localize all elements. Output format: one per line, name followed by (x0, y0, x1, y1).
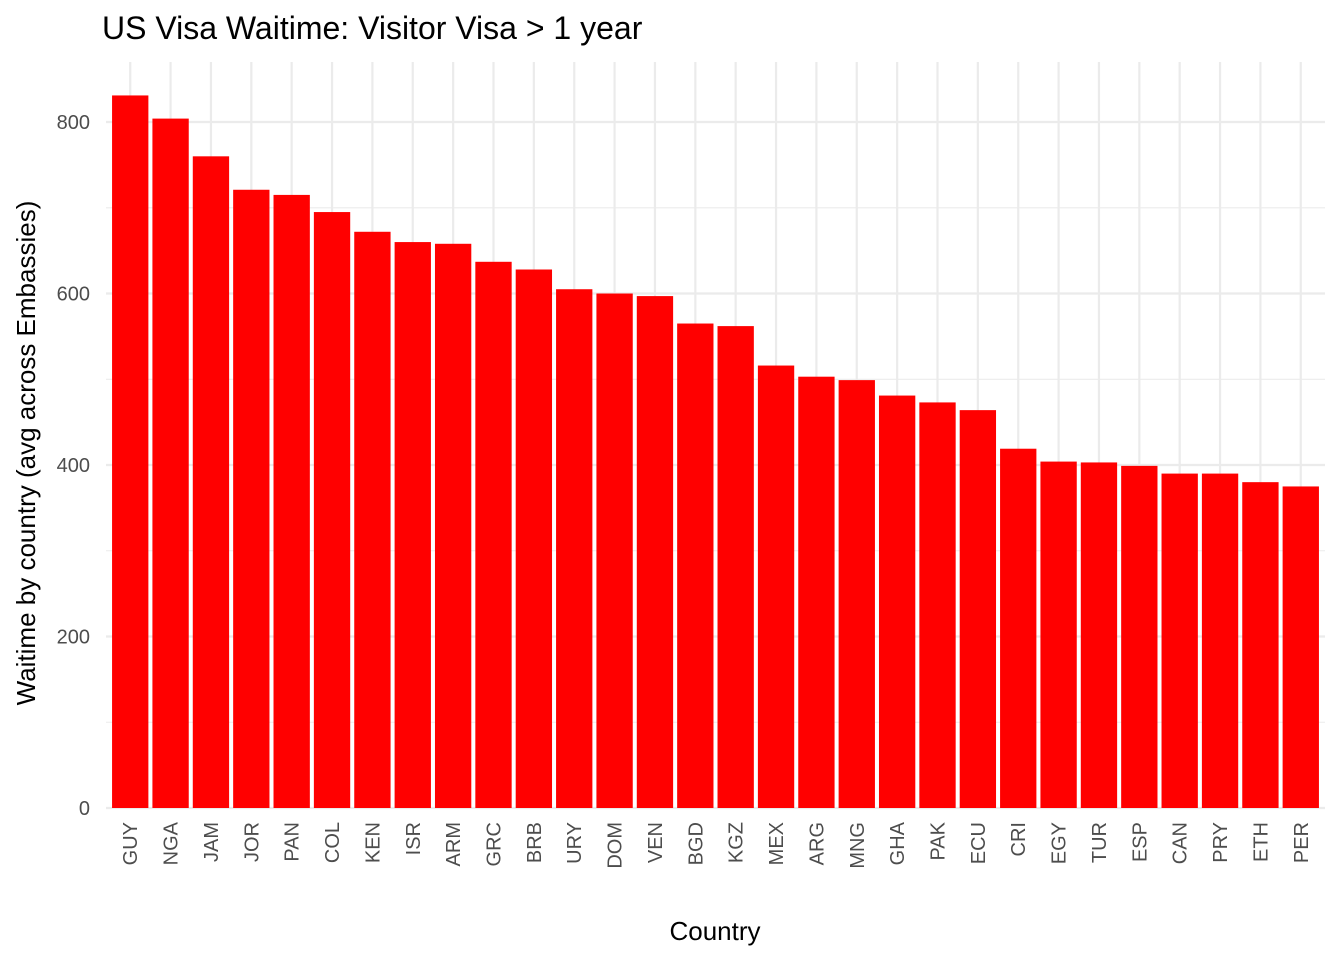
bar-isr (394, 242, 431, 808)
bar-ecu (959, 410, 997, 808)
bar-jam (192, 156, 230, 808)
chart-title: US Visa Waitime: Visitor Visa > 1 year (102, 10, 643, 46)
x-tick-label: PAN (282, 822, 304, 862)
bar-jor (233, 189, 270, 809)
x-tick-label: KGZ (726, 822, 748, 863)
bar-pan (273, 194, 310, 808)
bar-mng (838, 380, 875, 808)
x-tick-label: BRB (524, 822, 546, 863)
x-tick-label: DOM (605, 822, 627, 869)
x-tick-label: PER (1291, 822, 1313, 863)
x-tick-label: MNG (847, 822, 869, 869)
x-tick-label: KEN (362, 822, 384, 863)
bar-pak (919, 402, 956, 808)
x-tick-label: CRI (1008, 822, 1030, 856)
x-axis-ticks: GUY NGA JAM JOR PAN COL KEN ISR ARM GRC BRB URY DOM V… (120, 821, 1313, 868)
x-tick-label: MEX (766, 822, 788, 865)
x-tick-label: JOR (241, 822, 263, 862)
bar-cri (1000, 448, 1037, 808)
x-tick-label: ESP (1129, 822, 1151, 862)
bar-dom (596, 293, 633, 809)
x-tick-label: ARG (806, 822, 828, 865)
x-tick-label: ISR (403, 822, 425, 855)
bar-gha (878, 395, 916, 808)
x-axis-title: Country (669, 916, 760, 946)
bar-egy (1040, 461, 1077, 808)
bar-ken (354, 231, 391, 809)
bar-guy (112, 95, 149, 808)
x-tick-label: ECU (968, 822, 990, 864)
y-tick-label: 200 (57, 627, 90, 649)
x-tick-label: GHA (887, 821, 909, 865)
bar-pry (1201, 473, 1239, 808)
bar-can (1161, 473, 1198, 808)
bar-bgd (677, 323, 714, 808)
x-tick-label: VEN (645, 822, 667, 863)
x-tick-label: EGY (1049, 822, 1071, 864)
x-tick-label: URY (564, 822, 586, 864)
bar-eth (1242, 482, 1279, 808)
bar-nga (152, 118, 189, 809)
bar-col (313, 212, 351, 808)
x-tick-label: GRC (483, 822, 505, 866)
y-axis-title: Waitime by country (avg across Embassies… (11, 201, 41, 706)
bar-mex (757, 365, 795, 808)
bar-tur (1080, 462, 1118, 808)
x-tick-label: GUY (120, 822, 142, 865)
bar-grc (475, 261, 512, 809)
bar-brb (515, 269, 553, 808)
bar-ven (636, 296, 674, 808)
bar-arg (798, 376, 835, 808)
bars (112, 95, 1319, 809)
y-tick-label: 0 (79, 798, 90, 820)
y-tick-label: 800 (57, 112, 90, 134)
y-tick-label: 400 (57, 455, 90, 477)
x-tick-label: JAM (201, 822, 223, 862)
bar-arm (434, 243, 472, 808)
x-tick-label: PAK (928, 821, 950, 860)
x-tick-label: ARM (443, 822, 465, 866)
x-tick-label: PRY (1210, 822, 1232, 863)
x-tick-label: COL (322, 822, 344, 863)
bar-esp (1121, 465, 1158, 808)
y-tick-label: 600 (57, 284, 90, 306)
x-tick-label: CAN (1170, 822, 1192, 864)
bar-kgz (717, 326, 754, 808)
y-axis-ticks: 0 200 400 600 800 (57, 112, 90, 820)
bar-per (1282, 486, 1319, 808)
x-tick-label: TUR (1089, 822, 1111, 863)
bar-ury (556, 289, 593, 809)
x-tick-label: ETH (1250, 822, 1272, 862)
x-tick-label: BGD (685, 822, 707, 865)
x-tick-label: NGA (161, 821, 183, 865)
